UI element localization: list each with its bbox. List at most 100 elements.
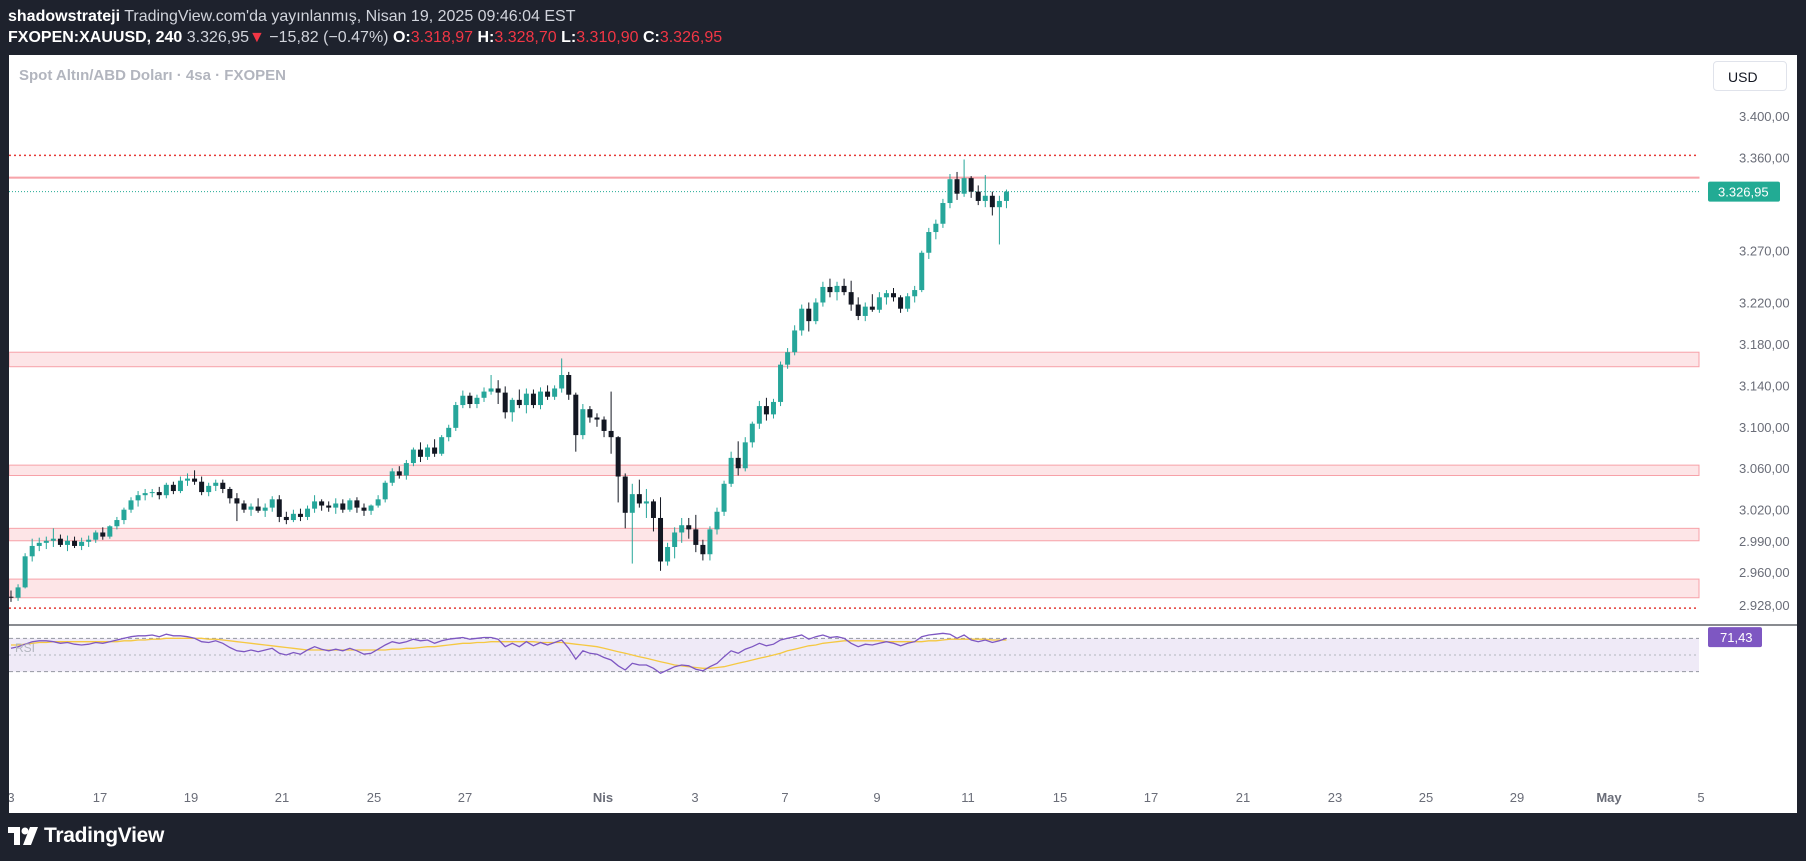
candle[interactable] [912, 285, 918, 303]
candle[interactable] [834, 281, 840, 301]
candle[interactable] [15, 584, 21, 601]
candle[interactable] [248, 503, 254, 516]
candle[interactable] [220, 479, 226, 494]
candle[interactable] [700, 539, 706, 561]
candle[interactable] [919, 250, 925, 293]
candle[interactable] [290, 509, 296, 523]
candle[interactable] [79, 537, 85, 551]
candle[interactable] [199, 476, 205, 496]
candle[interactable] [552, 385, 558, 400]
candle[interactable] [636, 479, 642, 508]
candle[interactable] [156, 486, 162, 500]
symbol-label[interactable]: FXOPEN:XAUUSD, 240 [8, 29, 183, 46]
candle[interactable] [192, 470, 198, 485]
candle[interactable] [580, 404, 586, 440]
candle[interactable] [756, 400, 762, 429]
author-name[interactable]: shadowstrateji [8, 8, 121, 25]
candle[interactable] [50, 528, 56, 547]
candle[interactable] [474, 394, 480, 409]
candle[interactable] [375, 495, 381, 508]
candle[interactable] [269, 496, 275, 512]
candle[interactable] [707, 526, 713, 561]
candle[interactable] [417, 442, 423, 463]
candle[interactable] [283, 511, 289, 525]
candle[interactable] [312, 495, 318, 513]
candle[interactable] [665, 542, 671, 566]
candle[interactable] [926, 227, 932, 259]
last-price-badge[interactable] [1708, 181, 1780, 202]
candle[interactable] [749, 421, 755, 448]
candle[interactable] [545, 385, 551, 400]
candle[interactable] [961, 159, 967, 197]
candle[interactable] [573, 392, 579, 452]
candle[interactable] [368, 504, 374, 515]
candle[interactable] [594, 413, 600, 427]
candle[interactable] [996, 195, 1002, 245]
candle[interactable] [982, 175, 988, 208]
candle[interactable] [876, 292, 882, 313]
candle[interactable] [763, 397, 769, 421]
candle[interactable] [64, 535, 70, 552]
candle[interactable] [389, 468, 395, 486]
candle[interactable] [177, 476, 183, 494]
candle[interactable] [869, 294, 875, 312]
candle[interactable] [57, 534, 63, 547]
candle[interactable] [100, 527, 106, 540]
candle[interactable] [608, 391, 614, 454]
candle[interactable] [523, 388, 529, 414]
candle[interactable] [319, 499, 325, 511]
candle[interactable] [841, 278, 847, 296]
candle[interactable] [170, 481, 176, 495]
candle[interactable] [799, 304, 805, 336]
candle[interactable] [989, 191, 995, 216]
candle[interactable] [735, 441, 741, 476]
candle[interactable] [410, 447, 416, 467]
candle[interactable] [827, 278, 833, 298]
candle[interactable] [135, 491, 141, 507]
candle[interactable] [883, 290, 889, 305]
candle[interactable] [566, 371, 572, 400]
candle[interactable] [213, 479, 219, 492]
candle[interactable] [9, 590, 14, 602]
candle[interactable] [862, 302, 868, 322]
candle[interactable] [163, 482, 169, 499]
candle[interactable] [22, 553, 28, 589]
candle[interactable] [778, 361, 784, 407]
candle[interactable] [728, 451, 734, 487]
candle[interactable] [382, 480, 388, 503]
candle[interactable] [128, 497, 134, 513]
candle[interactable] [488, 375, 494, 395]
candle[interactable] [1003, 189, 1009, 209]
candle[interactable] [227, 486, 233, 504]
candle[interactable] [622, 473, 628, 529]
candle[interactable] [679, 517, 685, 543]
candle[interactable] [354, 497, 360, 513]
candle[interactable] [142, 488, 148, 501]
candle[interactable] [326, 501, 332, 512]
candle[interactable] [693, 514, 699, 553]
candle[interactable] [262, 503, 268, 517]
currency-button[interactable]: USD [1713, 61, 1787, 91]
candle[interactable] [629, 483, 635, 564]
candle[interactable] [432, 439, 438, 457]
candle[interactable] [276, 495, 282, 523]
candle[interactable] [658, 497, 664, 571]
candle[interactable] [29, 538, 35, 562]
candle[interactable] [538, 387, 543, 410]
candle[interactable] [770, 398, 776, 419]
candle[interactable] [820, 281, 826, 307]
candle[interactable] [297, 508, 303, 522]
candle[interactable] [940, 198, 946, 228]
candle[interactable] [954, 171, 960, 200]
rsi-value-badge[interactable] [1708, 627, 1762, 648]
candle[interactable] [467, 392, 473, 409]
candle[interactable] [813, 298, 819, 325]
candle[interactable] [891, 287, 896, 302]
candle[interactable] [792, 325, 798, 356]
candle[interactable] [905, 293, 911, 312]
candle[interactable] [806, 302, 812, 332]
candle[interactable] [785, 348, 791, 369]
candle[interactable] [43, 536, 49, 550]
candle[interactable] [643, 488, 649, 518]
candle[interactable] [425, 444, 431, 460]
